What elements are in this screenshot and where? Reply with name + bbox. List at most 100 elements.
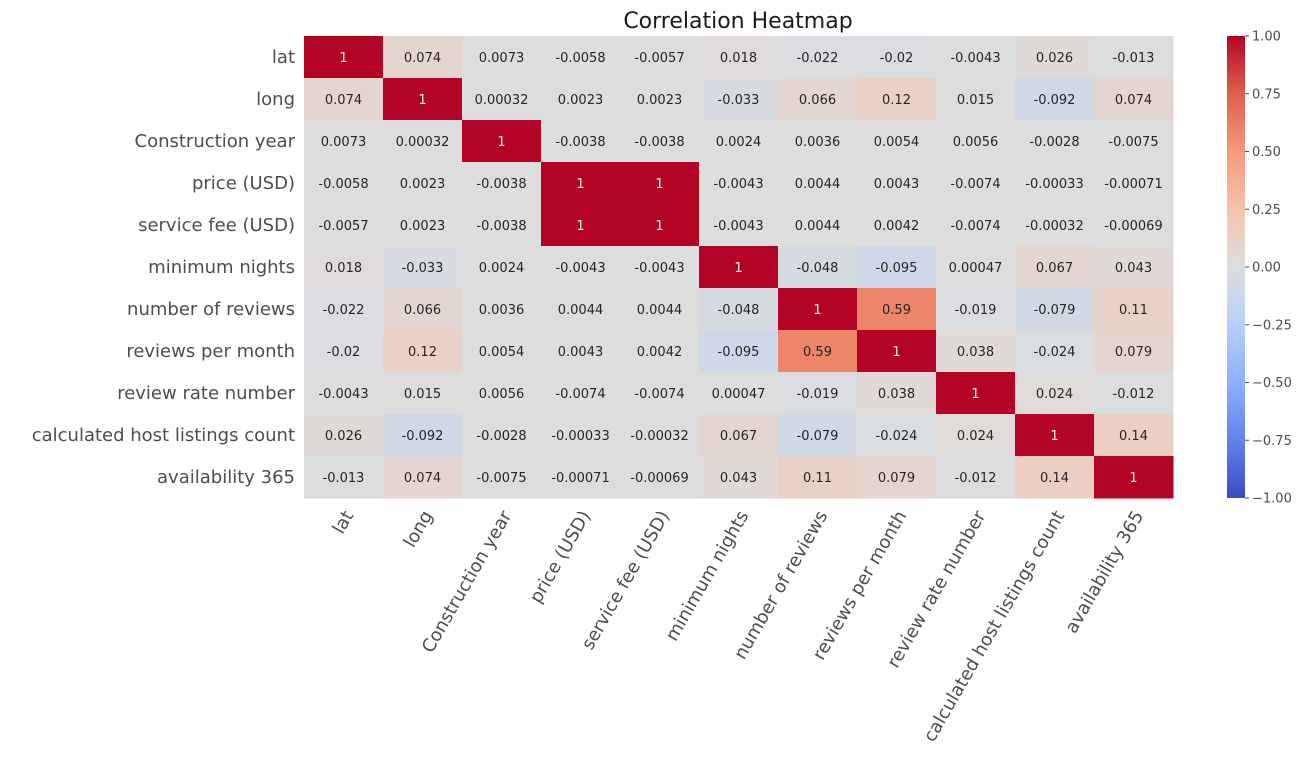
row-tick-label: calculated host listings count [32,425,295,446]
cell-value-label: -0.00033 [551,429,609,444]
cell-value-label: 0.026 [1036,51,1073,66]
cell-value-label: 0.14 [1119,429,1148,444]
heatmap-cell [1094,414,1174,457]
heatmap-cell [699,204,779,247]
colorbar-tick-label: −1.00 [1252,492,1292,507]
cell-value-label: -0.0043 [713,177,763,192]
cell-value-label: -0.012 [1113,387,1155,402]
cell-value-label: -0.079 [1034,303,1076,318]
cell-value-label: 0.0054 [479,345,525,360]
heatmap-cell [462,36,542,79]
heatmap-cell [1015,204,1095,247]
heatmap-cell [541,330,621,373]
column-tick-label: price (USD) [526,507,596,607]
heatmap-cell [936,162,1016,205]
cell-value-label: -0.092 [402,429,444,444]
heatmap-cell [699,162,779,205]
cell-value-label: 0.14 [1040,471,1069,486]
cell-value-label: 0.0056 [479,387,525,402]
cell-value-label: -0.019 [797,387,839,402]
heatmap-cell [383,246,463,289]
heatmap-cell [383,120,463,163]
row-tick-label: Construction year [135,131,296,152]
cell-value-label: -0.095 [876,261,918,276]
colorbar-tick-label: 0.25 [1252,203,1281,218]
colorbar-tick-label: −0.75 [1252,434,1292,449]
cell-value-label: 0.018 [720,51,757,66]
heatmap-cell [857,456,937,499]
cell-value-label: 0.043 [720,471,757,486]
cell-value-label: 0.0023 [637,93,683,108]
heatmap-cell [1094,246,1174,289]
cell-value-label: -0.079 [797,429,839,444]
row-tick-label: review rate number [117,383,295,404]
column-tick-label: lat [329,507,359,537]
cell-value-label: -0.0043 [634,261,684,276]
cell-value-label: 1 [576,177,584,192]
cell-value-label: -0.0028 [476,429,526,444]
heatmap-cell [699,36,779,79]
cell-value-label: -0.02 [880,51,914,66]
heatmap-cell [383,288,463,331]
colorbar-tick-label: 1.00 [1252,30,1281,45]
colorbar-scale [1227,36,1245,498]
cell-value-label: 1 [892,345,900,360]
cell-value-label: 0.067 [1036,261,1073,276]
cell-value-label: -0.0043 [950,51,1000,66]
heatmap-cell [541,414,621,457]
heatmap-cell [304,414,384,457]
heatmap-cell [462,372,542,415]
heatmap-cell [778,414,858,457]
heatmap-cell [462,414,542,457]
heatmap-cell [620,288,700,331]
row-tick-label: long [256,89,295,110]
heatmap-cell [778,246,858,289]
heatmap-cell [857,330,937,373]
cell-value-label: 1 [655,219,663,234]
heatmap-cell [1015,162,1095,205]
cell-value-label: 0.0023 [558,93,604,108]
heatmap-cell [620,204,700,247]
heatmap-cell [1094,162,1174,205]
cell-value-label: -0.012 [955,471,997,486]
heatmap-cell [304,246,384,289]
cell-value-label: 1 [971,387,979,402]
column-tick-label: service fee (USD) [578,507,675,653]
heatmap-cell [936,36,1016,79]
cell-value-label: 0.11 [803,471,832,486]
colorbar: 1.00 0.75 0.50 0.25 0.00 −0.25 −0.50 −0.75 −1.00 [1227,30,1292,507]
heatmap-cell [1015,120,1095,163]
cell-value-label: 0.018 [325,261,362,276]
cell-value-label: -0.0038 [634,135,684,150]
heatmap-cell [699,414,779,457]
heatmap-cell [541,288,621,331]
cell-value-label: 0.066 [404,303,441,318]
cell-value-label: 0.074 [325,93,362,108]
heatmap-cell [620,120,700,163]
heatmap-cell [462,330,542,373]
heatmap-cell [304,372,384,415]
heatmap-cell [936,414,1016,457]
heatmap-cell [778,78,858,121]
cell-value-label: -0.022 [323,303,365,318]
heatmap-cell [1094,36,1174,79]
cell-value-label: -0.048 [797,261,839,276]
heatmap-cell [857,246,937,289]
cell-value-label: -0.00032 [630,429,688,444]
heatmap-cell [304,120,384,163]
cell-value-label: 1 [734,261,742,276]
column-tick-label: minimum nights [662,507,754,645]
cell-value-label: 0.0044 [795,177,841,192]
heatmap-cell [1094,456,1174,499]
cell-value-label: 0.0044 [795,219,841,234]
heatmap-cells: 1 0.074 0.0073 -0.0058 -0.0057 0.018 -0.022 -0.… [304,36,1174,499]
cell-value-label: 0.0054 [874,135,920,150]
cell-value-label: 0.12 [408,345,437,360]
row-tick-label: availability 365 [157,467,295,488]
heatmap-cell [620,162,700,205]
heatmap-cell [857,372,937,415]
heatmap-cell [1015,372,1095,415]
heatmap-cell [857,120,937,163]
colorbar-tick-label: −0.25 [1252,318,1292,333]
heatmap-cell [936,288,1016,331]
